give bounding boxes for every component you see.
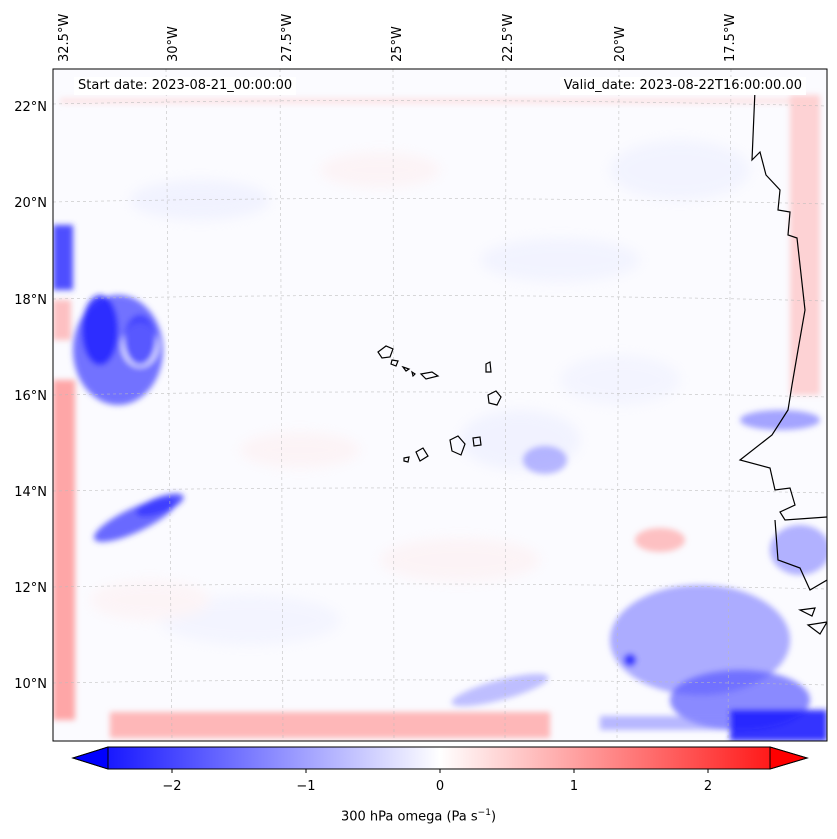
lon-tick-4: 25°W (390, 26, 405, 62)
colorbar-tick-4: 1 (570, 779, 578, 794)
colorbar-tick-5: 2 (704, 779, 712, 794)
lat-tick-labels: 22°N 20°N 18°N 16°N 14°N 12°N 10°N (14, 100, 47, 692)
map-frame (52, 68, 828, 742)
lat-tick-4: 16°N (14, 389, 47, 404)
lat-tick-2: 20°N (14, 196, 47, 211)
lat-tick-5: 14°N (14, 485, 47, 500)
colorbar-label-exponent: −1 (477, 808, 491, 818)
colorbar-tick-2: −1 (296, 779, 315, 794)
colorbar-label-main: 300 hPa omega (Pa s (340, 809, 478, 825)
lat-tick-1: 22°N (14, 100, 47, 115)
valid-date-label: Valid_date: 2023-08-22T16:00:00.00 (559, 77, 806, 95)
lon-tick-5: 22.5°W (501, 14, 516, 62)
lat-tick-7: 10°N (14, 677, 47, 692)
colorbar-max-extend (769, 746, 809, 770)
colorbar-min-extend (71, 746, 109, 770)
colorbar-label: 300 hPa omega (Pa s−1) (0, 808, 837, 824)
coastline (377, 89, 827, 635)
lon-tick-6: 20°W (613, 26, 628, 62)
lon-tick-7: 17.5°W (723, 14, 738, 62)
colorbar-tick-3: 0 (436, 779, 444, 794)
colorbar-tick-1: −2 (162, 779, 181, 794)
lon-tick-3: 27.5°W (280, 14, 295, 62)
lon-tick-2: 30°W (166, 26, 181, 62)
lon-tick-1: 32.5°W (57, 14, 72, 62)
gridlines (53, 69, 827, 741)
colorbar-body (71, 746, 809, 770)
start-date-label: Start date: 2023-08-21_00:00:00 (74, 77, 297, 95)
lat-tick-6: 12°N (14, 581, 47, 596)
colorbar-label-close: ) (490, 809, 497, 825)
lon-tick-labels: 32.5°W 30°W 27.5°W 25°W 22.5°W 20°W 17.5… (57, 14, 738, 62)
colorbar: −2 −1 0 1 2 (71, 746, 809, 794)
omega-field (53, 69, 827, 741)
lat-tick-3: 18°N (14, 293, 47, 308)
